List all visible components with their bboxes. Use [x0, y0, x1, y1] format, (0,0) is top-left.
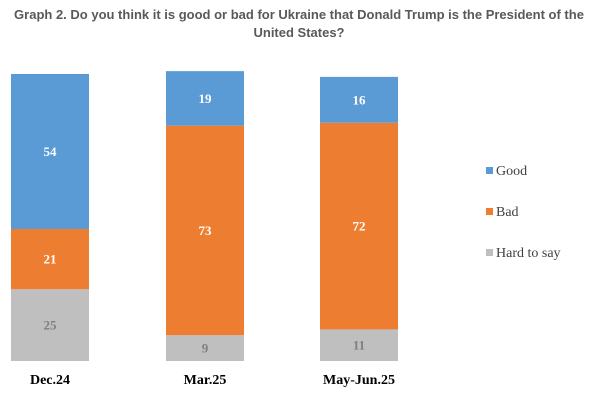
data-label-bad-may-jun-25: 72 — [353, 219, 366, 234]
data-label-hard-to-say-dec-24: 25 — [44, 318, 58, 333]
data-label-bad-mar-25: 73 — [199, 223, 213, 238]
category-labels: Dec.24 Mar.25 May-Jun.25 — [30, 373, 395, 388]
bar-good-mar-25 — [166, 71, 244, 126]
legend: Good Bad Hard to say — [486, 164, 561, 261]
legend-swatch-good — [486, 167, 493, 174]
data-label-good-may-jun-25: 16 — [353, 92, 367, 107]
bar-hard-to-say-may-jun-25 — [320, 329, 398, 361]
legend-label-good: Good — [496, 164, 527, 179]
category-label-may-jun-25: May-Jun.25 — [323, 373, 395, 388]
bar-bad-mar-25 — [166, 125, 244, 336]
legend-label-hard-to-say: Hard to say — [496, 246, 561, 261]
data-label-hard-to-say-mar-25: 9 — [202, 341, 209, 356]
legend-swatch-bad — [486, 208, 493, 215]
bar-bad-may-jun-25 — [320, 122, 398, 330]
bars-group: 25 21 54 9 73 19 11 72 16 — [11, 71, 398, 361]
data-label-good-dec-24: 54 — [44, 144, 58, 159]
bar-hard-to-say-mar-25 — [166, 335, 244, 361]
bar-good-dec-24 — [11, 74, 89, 229]
chart-title-text: Graph 2. Do you think it is good or bad … — [14, 7, 584, 40]
bar-hard-to-say-dec-24 — [11, 289, 89, 361]
data-label-good-mar-25: 19 — [199, 91, 213, 106]
legend-swatch-hard-to-say — [486, 249, 493, 256]
bar-bad-dec-24 — [11, 228, 89, 290]
category-label-dec-24: Dec.24 — [30, 373, 70, 388]
data-label-hard-to-say-may-jun-25: 11 — [353, 338, 365, 353]
bar-good-may-jun-25 — [320, 76, 398, 123]
legend-label-bad: Bad — [496, 205, 519, 220]
data-label-bad-dec-24: 21 — [44, 252, 57, 267]
chart-title: Graph 2. Do you think it is good or bad … — [0, 6, 598, 42]
category-label-mar-25: Mar.25 — [184, 373, 227, 388]
